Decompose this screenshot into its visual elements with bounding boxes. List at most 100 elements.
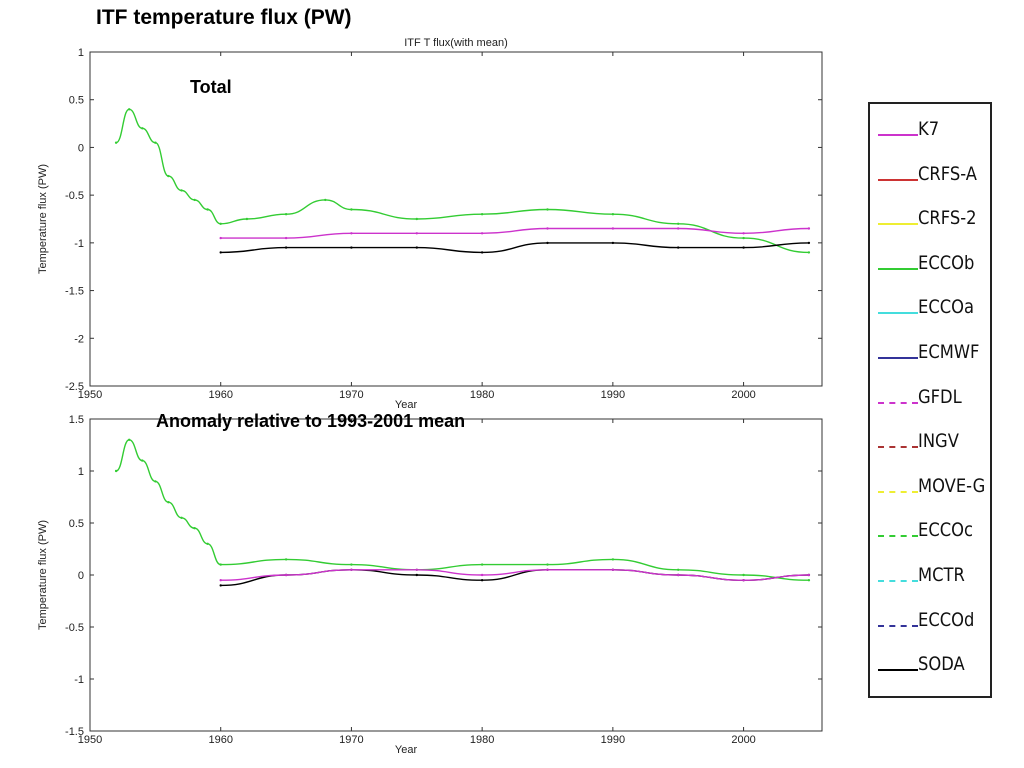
legend-swatch [878,357,918,359]
bottom-x-tick-label: 1960 [208,734,232,746]
top-point-k7 [284,236,288,240]
top-series-k7 [220,227,809,239]
top-point-eccob [480,213,484,216]
top-series-eccob [115,108,809,254]
legend-label: GFDL [918,385,962,408]
bottom-x-tick-label: 1990 [601,734,625,746]
legend-item-eccob: ECCOb [870,246,990,290]
bottom-y-tick-label: 0 [78,570,84,582]
legend-item-soda: SODA [870,647,990,691]
slide-title: ITF temperature flux (PW) [96,6,352,29]
bottom-y-tick-label: -1 [74,674,84,686]
legend-swatch [878,580,918,582]
top-point-soda [415,246,418,249]
bottom-point-eccob [284,558,288,561]
bottom-point-eccob [546,563,549,566]
top-point-soda [611,241,615,245]
top-point-eccob [415,217,418,221]
top-point-eccob [193,198,196,202]
bottom-point-k7 [480,573,484,577]
top-point-k7 [611,227,615,230]
top-y-tick-label: 1 [78,47,84,59]
bottom-series-k7 [220,569,809,581]
legend-item-crfs-a: CRFS-A [870,157,990,201]
bottom-point-soda [480,579,484,582]
top-x-tick-label: 1960 [208,389,232,401]
top-x-tick-label: 2000 [731,389,755,401]
top-point-k7 [677,227,680,230]
bottom-point-eccob [167,501,170,504]
bottom-point-eccob [742,573,745,577]
legend-swatch [878,401,918,404]
legend-swatch [878,535,918,538]
top-point-soda [350,246,353,249]
bottom-x-tick-label: 1950 [78,734,102,746]
bottom-point-eccob [807,579,811,582]
legend-label: SODA [918,653,965,676]
bottom-y-tick-label: -0.5 [65,622,84,634]
bottom-y-axis-label: Temperature flux (PW) [37,520,49,630]
bottom-y-tick-label: 1 [78,466,84,478]
top-point-eccob [284,213,288,216]
bottom-point-k7 [219,579,222,582]
bottom-point-soda [415,573,418,577]
bottom-x-tick-label: 1970 [339,734,363,746]
top-chart-title: ITF T flux(with mean) [404,37,508,49]
top-point-k7 [807,227,811,230]
legend-item-ingv: INGV [870,424,990,468]
top-x-tick-label: 1980 [470,389,494,401]
top-point-soda [677,246,680,249]
bottom-point-eccob [350,563,353,566]
top-point-k7 [415,232,418,235]
bottom-y-tick-label: -1.5 [65,726,84,738]
bottom-point-eccob [206,542,209,545]
bottom-point-k7 [611,568,615,571]
bottom-point-k7 [546,568,549,571]
top-y-tick-label: -2 [74,333,84,345]
legend-swatch [878,624,918,627]
bottom-point-eccob [141,459,144,462]
legend-swatch [878,178,918,181]
legend-swatch [878,490,918,493]
top-point-eccob [677,222,680,225]
legend-item-move-g: MOVE-G [870,469,990,513]
bottom-point-eccob [114,469,118,473]
legend-label: MOVE-G [918,474,986,497]
legend-swatch [878,669,918,672]
legend-item-mctr: MCTR [870,558,990,602]
top-point-k7 [350,232,353,235]
bottom-point-k7 [807,573,811,577]
top-point-eccob [219,222,222,225]
top-point-eccob [114,141,118,144]
bottom-x-tick-label: 2000 [731,734,755,746]
top-point-eccob [611,213,615,216]
top-point-soda [219,251,222,254]
top-point-eccob [807,251,811,254]
top-series-soda [220,242,809,254]
top-y-axis-label: Temperature flux (PW) [37,164,49,274]
top-point-eccob [180,189,183,192]
bottom-point-eccob [480,563,484,566]
bottom-point-eccob [128,438,131,441]
bottom-x-tick-label: 1980 [470,734,494,746]
top-x-tick-label: 1990 [601,389,625,401]
legend-item-k7: K7 [870,112,990,156]
legend-item-gfdl: GFDL [870,380,990,424]
top-point-k7 [219,236,222,240]
top-x-tick-label: 1970 [339,389,363,401]
legend-label: K7 [918,118,940,140]
bottom-point-eccob [219,563,222,566]
legend-label: CRFS-A [918,162,977,185]
bottom-point-soda [219,584,222,587]
top-point-soda [284,246,288,249]
legend-label: ECCOb [918,251,975,274]
bottom-y-tick-label: 0.5 [69,518,84,530]
legend-item-eccoc: ECCOc [870,513,990,557]
bottom-point-eccob [154,480,157,483]
charts-canvas: ITF T flux(with mean) 1950 1960 1970 1980 199… [37,37,823,756]
bottom-point-eccob [611,558,615,561]
top-point-eccob [154,141,157,144]
legend-item-eccoa: ECCOa [870,290,990,334]
legend-label: ECCOc [918,519,973,542]
top-point-eccob [167,174,170,178]
